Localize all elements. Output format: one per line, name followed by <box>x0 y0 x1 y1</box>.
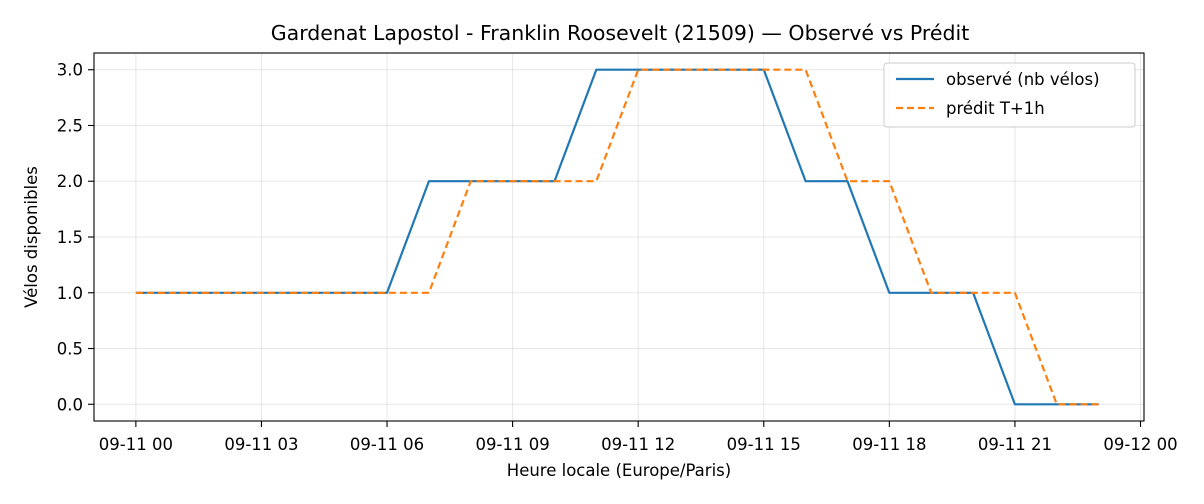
chart-title: Gardenat Lapostol - Franklin Roosevelt (… <box>271 21 969 45</box>
x-tick-label: 09-12 00 <box>1103 435 1177 454</box>
y-tick-label: 0.0 <box>57 395 83 414</box>
x-axis: 09-11 00 09-11 03 09-11 06 09-11 09 09-11 12… <box>99 421 1178 454</box>
grid <box>94 53 1144 421</box>
x-tick-label: 09-11 03 <box>224 435 298 454</box>
y-tick-label: 2.5 <box>57 116 83 135</box>
y-tick-label: 3.0 <box>57 61 83 80</box>
x-tick-label: 09-11 12 <box>601 435 675 454</box>
x-axis-label: Heure locale (Europe/Paris) <box>507 461 731 480</box>
series-line-predicted <box>135 68 1099 406</box>
legend-label-observed: observé (nb vélos) <box>946 70 1100 89</box>
y-tick-label: 1.0 <box>57 284 83 303</box>
x-tick-label: 09-11 21 <box>978 435 1052 454</box>
legend-box <box>883 62 1136 128</box>
x-tick-label: 09-11 18 <box>852 435 926 454</box>
y-tick-label: 1.5 <box>57 228 83 247</box>
x-tick-label: 09-11 06 <box>350 435 424 454</box>
x-tick-label: 09-11 15 <box>727 435 801 454</box>
y-axis-label: Vélos disponibles <box>22 166 41 308</box>
y-axis: 0.0 0.5 1.0 1.5 2.0 2.5 3.0 <box>57 61 94 414</box>
y-tick-label: 2.0 <box>57 172 83 191</box>
series-group <box>135 68 1099 406</box>
legend: observé (nb vélos) prédit T+1h <box>883 62 1136 128</box>
legend-label-predicted: prédit T+1h <box>946 99 1045 118</box>
x-tick-label: 09-11 09 <box>476 435 550 454</box>
x-tick-label: 09-11 00 <box>99 435 173 454</box>
y-tick-label: 0.5 <box>57 340 83 359</box>
